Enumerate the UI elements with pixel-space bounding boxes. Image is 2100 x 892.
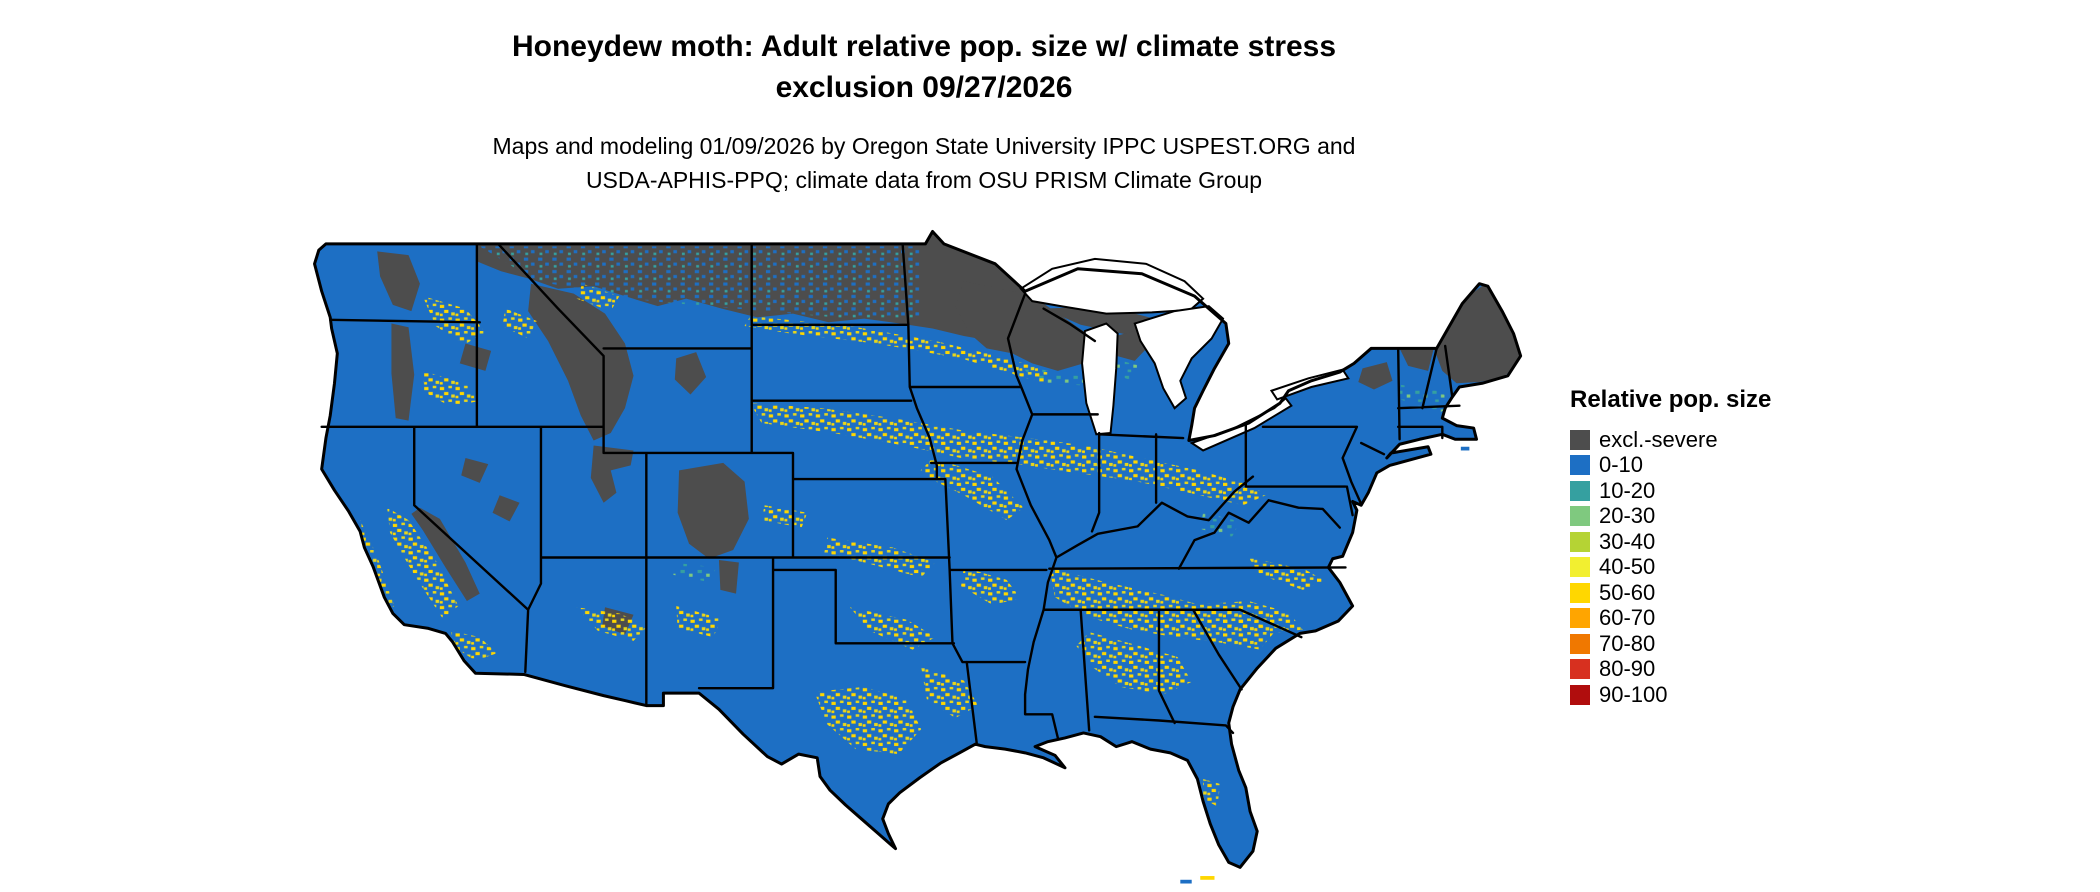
florida-keys (1180, 446, 1470, 884)
speckle-patch (750, 403, 1266, 506)
state-borders (322, 244, 1460, 743)
speckle-patch (673, 562, 717, 583)
title-block: Honeydew moth: Adult relative pop. size … (0, 26, 1848, 197)
exclusion-patch (411, 507, 480, 602)
speckle-patch (1076, 632, 1192, 695)
speckle-patch (814, 686, 922, 755)
exclusion-patch (955, 281, 1101, 371)
legend-swatch (1570, 633, 1590, 654)
speckle-patch (451, 630, 497, 661)
exclusion-patch (718, 559, 739, 594)
speckle-patch (961, 567, 1021, 605)
map-title-line2: exclusion 09/27/2026 (775, 71, 1073, 104)
lake-ontario (1271, 370, 1348, 400)
legend-item: 0-10 (1570, 452, 1771, 479)
speckle-patch (422, 296, 486, 345)
legend-item-label: 80-90 (1599, 656, 1656, 682)
speckle-patch (422, 370, 480, 407)
legend-item: excl.-severe (1570, 427, 1771, 453)
legend-item: 90-100 (1570, 682, 1771, 708)
legend-item: 70-80 (1570, 631, 1771, 657)
speckle-patch (744, 316, 1050, 384)
legend-item-label: 90-100 (1599, 681, 1668, 707)
map-title-line1: Honeydew moth: Adult relative pop. size … (511, 30, 1337, 63)
map-subtitle-line1: Maps and modeling 01/09/2026 by Oregon S… (492, 133, 1356, 159)
legend-item-label: 20-30 (1599, 503, 1656, 529)
speckle-patch (849, 607, 936, 650)
exclusion-patch (1433, 283, 1521, 384)
legend-swatch (1570, 429, 1590, 450)
lake-huron (1135, 306, 1223, 408)
key-islet (1180, 879, 1192, 884)
map-subtitle-line2: USDA-APHIS-PPQ; climate data from OSU PR… (585, 167, 1263, 193)
us-outline (315, 231, 1521, 867)
legend-rows: excl.-severe 0-10 10-20 20-30 30-40 40-50 50-6… (1570, 427, 1771, 708)
speckle-patch (1049, 567, 1275, 650)
legend-item: 30-40 (1570, 529, 1771, 555)
exclusion-patch (674, 352, 707, 395)
exclusion-patch (391, 323, 415, 421)
exclusion-patch (459, 343, 492, 371)
legend-swatch (1570, 684, 1590, 705)
exclusion-patch (1358, 362, 1393, 390)
legend-item-label: 70-80 (1599, 630, 1656, 656)
legend-swatch (1570, 480, 1590, 501)
great-lakes (1021, 259, 1349, 451)
exclusion-patch (492, 495, 520, 522)
speckle-patch (676, 606, 722, 638)
legend-swatch (1570, 582, 1590, 603)
legend-swatch (1570, 531, 1590, 552)
legend-item-label: 10-20 (1599, 477, 1656, 503)
legend-item: 80-90 (1570, 656, 1771, 683)
legend-item-label: excl.-severe (1599, 426, 1718, 452)
legend-item: 20-30 (1570, 503, 1771, 530)
exclusion-patch (677, 462, 749, 559)
exclusion-patch (461, 457, 489, 483)
legend-swatch (1570, 557, 1590, 578)
legend-swatch (1570, 455, 1590, 476)
legend-item: 40-50 (1570, 554, 1771, 581)
legend-item: 50-60 (1570, 580, 1771, 606)
legend-swatch (1570, 506, 1590, 527)
speckle-patch (576, 607, 648, 641)
island-nantucket (1460, 446, 1470, 451)
legend-item-label: 40-50 (1599, 554, 1656, 580)
exclusion-patch (590, 445, 634, 503)
subtitle-block: Maps and modeling 01/09/2026 by Oregon S… (0, 129, 1848, 197)
speckle-patch (1203, 778, 1221, 807)
legend: Relative pop. size excl.-severe 0-10 10-20… (1570, 386, 1771, 708)
speckle-patch (761, 505, 808, 528)
speckle-patch (479, 246, 922, 319)
key-islet (1200, 876, 1215, 880)
conus-choropleth-map (306, 224, 1542, 886)
speckle-patch (576, 283, 620, 312)
legend-title: Relative pop. size (1570, 386, 1772, 413)
legend-swatch (1570, 608, 1590, 629)
legend-item-label: 50-60 (1599, 579, 1656, 605)
legend-swatch (1570, 659, 1590, 680)
speckle-patch (918, 457, 1024, 521)
exclusion-patch (1399, 348, 1434, 371)
exclusion-patch (377, 251, 420, 312)
legend-item-label: 0-10 (1599, 452, 1644, 478)
legend-item: 60-70 (1570, 605, 1771, 632)
speckle-patch (921, 666, 979, 719)
legend-item-label: 60-70 (1599, 605, 1656, 631)
legend-item-label: 30-40 (1599, 528, 1656, 554)
us-land (314, 231, 1521, 868)
lake-michigan (1082, 324, 1118, 435)
speckle-patch (387, 507, 459, 619)
exclusion-patch (528, 283, 634, 441)
legend-item: 10-20 (1570, 478, 1771, 504)
us-map-svg (306, 224, 1542, 884)
speckle-patch (360, 520, 395, 616)
speckle-patch (502, 308, 537, 339)
exclusion-blue-mottling (479, 246, 922, 319)
speckle-patch (1248, 557, 1326, 590)
